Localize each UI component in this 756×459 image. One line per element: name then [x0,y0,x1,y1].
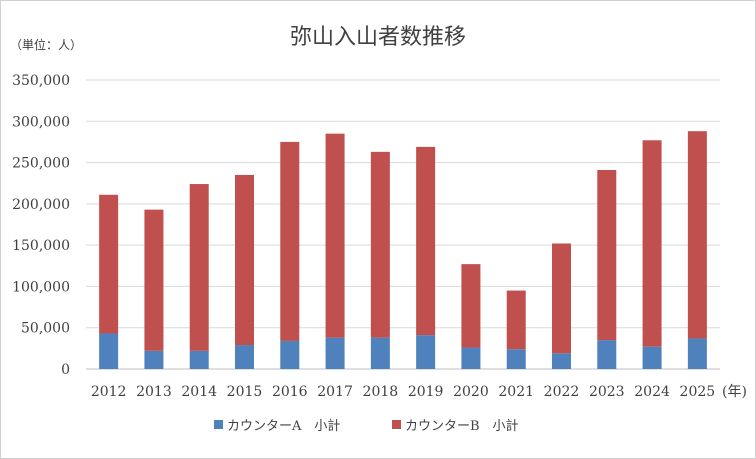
x-tick-label: 2024 [634,384,670,400]
bar-series-0-2017 [325,337,345,369]
bar-series-1-2022 [552,243,571,354]
x-unit-label: (年) [722,384,747,400]
x-tick-label: 2016 [272,384,308,400]
legend-label: カウンターB 小計 [405,418,519,434]
x-axis-ticks: 2012 2013 2014 2015 2016 2017 2018 2019 2020 2021… [91,384,715,400]
chart-title: 弥山入山者数推移 [290,25,466,50]
y-tick-label: 0 [61,362,70,378]
bar-series-1-2012 [99,194,119,334]
x-tick-label: 2022 [544,384,580,400]
y-tick-label: 150,000 [12,238,70,254]
bar-series-0-2024 [642,346,662,369]
bar-series-1-2019 [416,146,436,336]
y-tick-label: 250,000 [12,156,70,172]
bar-series-0-2019 [416,335,436,369]
legend-swatch [392,420,401,429]
x-tick-label: 2020 [453,384,489,400]
x-tick-label: 2021 [498,384,534,400]
bar-series-0-2018 [370,337,390,369]
bar-series-0-2022 [552,353,571,369]
bars [99,131,707,369]
x-tick-label: 2023 [589,384,625,400]
legend: カウンターA 小計 カウンターB 小計 [214,418,519,434]
bar-series-0-2013 [144,350,164,369]
x-tick-label: 2017 [317,384,353,400]
x-tick-label: 2015 [227,384,263,400]
legend-label: カウンターA 小計 [227,418,340,434]
bar-series-0-2023 [597,340,617,369]
x-tick-label: 2014 [181,384,217,400]
y-tick-label: 100,000 [12,279,70,295]
bar-series-0-2015 [235,345,254,369]
bar-series-1-2025 [687,131,707,339]
y-tick-label: 300,000 [12,114,70,130]
x-tick-label: 2019 [408,384,444,400]
bar-series-1-2024 [642,140,662,347]
bar-series-0-2014 [189,350,209,369]
x-tick-label: 2013 [136,384,172,400]
y-axis-ticks: 0 50,000 100,000 150,000 200,000 250,000 300,0… [12,73,70,378]
legend-swatch [214,420,223,429]
bar-series-1-2023 [597,170,617,341]
bar-series-1-2013 [144,209,164,351]
bar-series-1-2018 [370,151,390,338]
y-unit-label: （単位：人） [10,37,82,52]
bar-series-1-2020 [461,264,481,348]
x-tick-label: 2018 [363,384,399,400]
bar-series-1-2016 [280,141,300,341]
bar-series-0-2016 [280,340,300,369]
bar-series-0-2021 [506,349,526,369]
bar-series-0-2020 [461,347,481,369]
x-tick-label: 2012 [91,384,127,400]
x-tick-label: 2025 [680,384,716,400]
y-tick-label: 200,000 [12,197,70,213]
bar-series-1-2021 [506,290,526,350]
gridlines [86,79,720,370]
bar-series-0-2012 [99,333,119,369]
bar-series-0-2025 [687,338,707,369]
y-tick-label: 350,000 [12,73,70,89]
bar-series-1-2014 [189,184,209,351]
y-tick-label: 50,000 [21,321,70,337]
bar-series-1-2017 [325,133,345,338]
bar-series-1-2015 [235,174,254,346]
